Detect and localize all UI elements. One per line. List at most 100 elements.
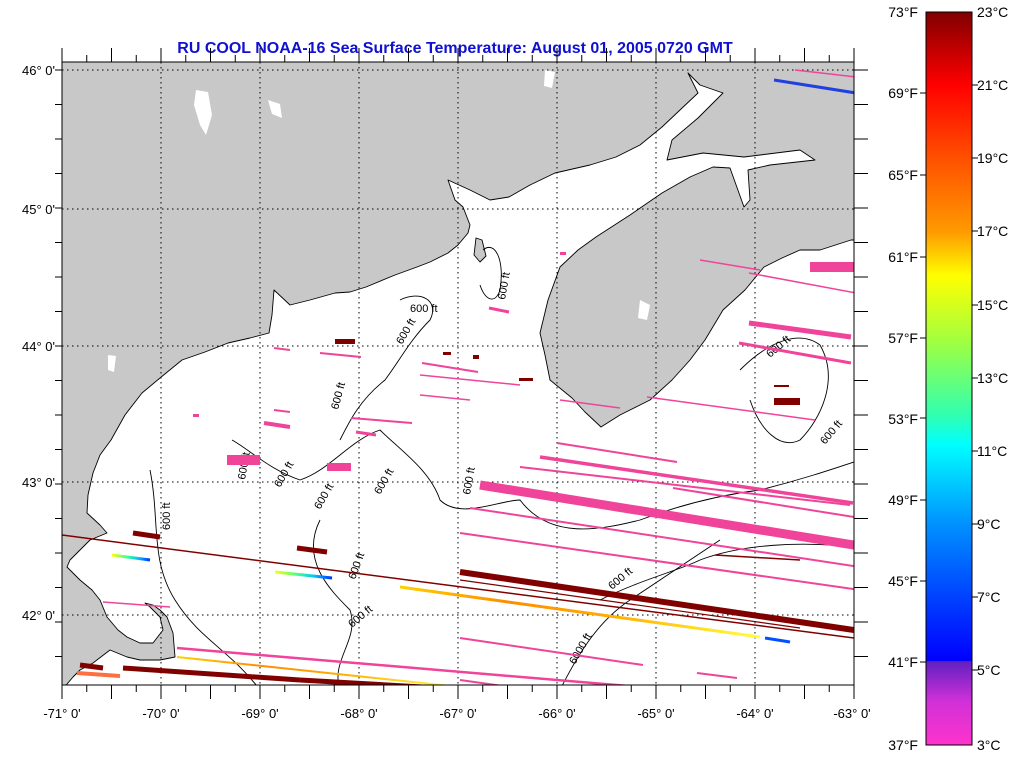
sst-swath-line — [176, 656, 451, 685]
sst-swath-line — [714, 554, 801, 561]
sst-swath-line — [296, 545, 328, 555]
sst-swath-line — [556, 442, 678, 463]
c-label: 7°C — [977, 589, 1001, 605]
sst-pixel-block — [774, 398, 800, 405]
sst-swath-line — [273, 347, 291, 351]
c-label: 23°C — [977, 4, 1008, 20]
lat-label-44: 44° 0' — [22, 339, 55, 354]
f-label: 49°F — [888, 492, 918, 508]
c-label: 5°C — [977, 662, 1001, 678]
colorbar-celsius-labels: 23°C 21°C 19°C 17°C 15°C 13°C 11°C 9°C 7… — [977, 4, 1008, 753]
map-title: RU COOL NOAA-16 Sea Surface Temperature:… — [177, 40, 733, 57]
sst-swath-line — [399, 585, 761, 639]
lat-label-43: 43° 0' — [22, 475, 55, 490]
sst-swath-line — [646, 396, 816, 421]
contour-label: 600 ft — [161, 502, 173, 530]
c-label: 15°C — [977, 297, 1008, 313]
sst-swath-line — [459, 679, 503, 685]
c-label: 11°C — [977, 443, 1007, 459]
lake — [108, 355, 116, 372]
sst-swath-line — [539, 455, 854, 505]
c-label: 13°C — [977, 370, 1008, 386]
sst-swath-line — [299, 677, 432, 685]
sst-swath-line — [479, 480, 854, 550]
lon-label: -70° 0' — [142, 706, 179, 721]
lon-label: -64° 0' — [736, 706, 773, 721]
sst-swath-line — [111, 553, 151, 562]
sst-swath-line — [421, 362, 479, 373]
colorbar-scale — [925, 11, 973, 746]
colorbar-fahrenheit-labels: 73°F 69°F 65°F 61°F 57°F 53°F 49°F 45°F … — [888, 4, 918, 753]
latitude-labels: 46° 0' 45° 0' 44° 0' 43° 0' 42° 0' — [22, 63, 55, 623]
lon-label: -65° 0' — [637, 706, 674, 721]
sst-swath-line — [263, 421, 291, 429]
sst-swath-line — [773, 78, 854, 95]
lat-label-42: 42° 0' — [22, 608, 55, 623]
sst-swath-line — [738, 341, 852, 365]
c-label: 3°C — [977, 737, 1001, 753]
sst-swath-line — [176, 646, 632, 685]
sst-pixel-block — [519, 378, 533, 381]
lake — [194, 90, 212, 135]
longitude-labels: -71° 0' -70° 0' -69° 0' -68° 0' -67° 0' … — [43, 706, 870, 721]
c-label: 19°C — [977, 150, 1008, 166]
sst-pixel-block — [473, 355, 479, 359]
sst-swath-line — [488, 306, 510, 314]
sst-swath-line — [350, 417, 413, 424]
sst-swath-line — [419, 374, 521, 386]
sst-pixel-block — [810, 262, 854, 272]
sst-pixel-block — [774, 385, 789, 387]
c-label: 9°C — [977, 516, 1001, 532]
f-label: 41°F — [888, 654, 918, 670]
c-label: 17°C — [977, 223, 1008, 239]
graticule — [62, 62, 854, 685]
sst-swath-line — [132, 530, 161, 540]
sst-swath-line — [794, 69, 854, 78]
sst-pixel-block — [560, 252, 566, 255]
sst-swath-line — [748, 272, 854, 294]
sst-swath-line — [699, 259, 761, 271]
contour-label: 600 ft — [496, 271, 513, 300]
sst-swath-line — [519, 466, 851, 506]
sst-swath-line — [748, 320, 852, 340]
sst-swath-line — [459, 569, 854, 633]
sst-pixel-block — [327, 463, 351, 471]
sst-swath-line — [122, 665, 301, 683]
grand-manan-island — [473, 237, 487, 263]
sst-swath-line — [459, 579, 801, 629]
c-label: 21°C — [977, 77, 1008, 93]
sst-pixel-block — [227, 455, 260, 465]
map-area: 600 ft 600 ft 600 ft 600 ft 600 ft 600 f… — [62, 62, 854, 685]
f-label: 37°F — [888, 737, 918, 753]
lon-label: -71° 0' — [43, 706, 80, 721]
lon-label: -68° 0' — [340, 706, 377, 721]
f-label: 53°F — [888, 411, 918, 427]
colorbar-ticks — [920, 84, 978, 671]
colorbar: 73°F 69°F 65°F 61°F 57°F 53°F 49°F 45°F … — [888, 4, 1008, 753]
lon-label: -69° 0' — [241, 706, 278, 721]
f-label: 57°F — [888, 330, 918, 346]
sst-swath-line — [76, 671, 121, 678]
sst-swath-line — [419, 394, 471, 401]
lat-label-46: 46° 0' — [22, 63, 55, 78]
sst-swath-line — [319, 352, 362, 358]
sst-pixel-swaths — [62, 69, 854, 685]
lake — [268, 100, 282, 118]
contour-label: 600 ft — [461, 466, 478, 495]
sst-pixel-block — [443, 352, 451, 355]
lake — [544, 70, 555, 88]
sst-swath-line — [696, 672, 738, 679]
sst-swath-line — [559, 399, 621, 409]
sst-swath-line — [764, 636, 791, 644]
sst-swath-line — [672, 487, 854, 519]
lake — [638, 300, 650, 320]
f-label: 65°F — [888, 167, 918, 183]
contour-label: 600 ft — [410, 303, 438, 315]
sst-swath-line — [459, 637, 644, 666]
frame-ticks — [55, 48, 868, 699]
sst-swath-line — [355, 430, 377, 437]
lat-label-45: 45° 0' — [22, 202, 55, 217]
sst-pixel-block — [335, 339, 355, 344]
f-label: 69°F — [888, 85, 918, 101]
